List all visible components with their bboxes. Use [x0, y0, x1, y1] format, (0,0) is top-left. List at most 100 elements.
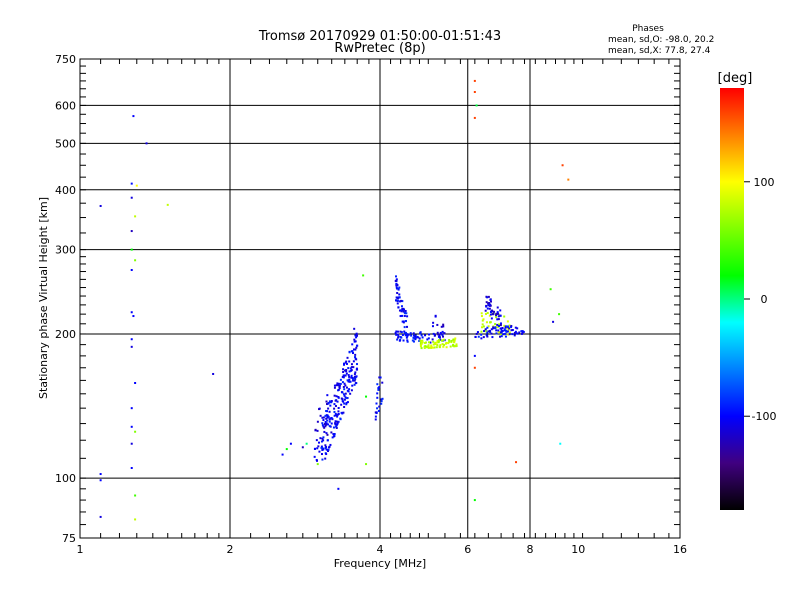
colorbar	[720, 88, 744, 510]
data-point	[507, 333, 510, 336]
data-point	[435, 346, 438, 349]
data-point	[494, 327, 497, 330]
data-point	[421, 336, 424, 339]
data-point	[508, 324, 511, 327]
data-point	[476, 331, 479, 334]
data-point	[497, 330, 500, 333]
data-point	[490, 300, 493, 303]
data-point	[354, 371, 357, 374]
data-point	[316, 420, 319, 423]
data-point	[401, 333, 404, 336]
data-point	[353, 373, 356, 376]
data-point	[424, 341, 427, 344]
data-point	[320, 445, 323, 448]
data-point	[396, 330, 399, 333]
data-point	[342, 393, 345, 396]
data-point	[485, 312, 488, 315]
data-point	[430, 344, 433, 347]
data-point	[353, 375, 356, 378]
data-point	[500, 322, 503, 325]
data-point	[518, 331, 521, 334]
data-point	[348, 351, 351, 354]
data-point	[432, 340, 435, 343]
data-point	[333, 432, 336, 435]
data-point	[324, 414, 327, 417]
data-point	[396, 287, 399, 290]
data-point	[345, 386, 348, 389]
data-point	[305, 442, 308, 445]
data-point	[345, 401, 348, 404]
data-point	[490, 332, 493, 335]
data-point	[353, 377, 356, 380]
data-point	[499, 314, 502, 317]
data-point	[567, 178, 570, 181]
data-point	[420, 342, 423, 345]
data-point	[377, 388, 380, 391]
data-point	[330, 422, 333, 425]
data-point	[335, 414, 338, 417]
data-point	[338, 387, 341, 390]
data-point	[325, 414, 328, 417]
data-point	[397, 306, 400, 309]
data-point	[399, 315, 402, 318]
data-point	[453, 338, 456, 341]
data-point	[499, 333, 502, 336]
data-point	[486, 312, 489, 315]
data-point	[318, 441, 321, 444]
data-point	[486, 296, 489, 299]
data-point	[492, 325, 495, 328]
data-point	[432, 332, 435, 335]
data-point	[352, 378, 355, 381]
data-point	[431, 325, 434, 328]
data-point	[401, 320, 404, 323]
colorbar-tick-label: -100	[752, 410, 777, 423]
data-point	[325, 417, 328, 420]
data-point	[488, 314, 491, 317]
data-point	[473, 499, 476, 502]
data-point	[134, 518, 137, 521]
data-point	[353, 348, 356, 351]
data-point	[130, 230, 133, 233]
data-point	[429, 341, 432, 344]
colorbar-tick-label: 100	[754, 176, 775, 189]
data-point	[99, 473, 102, 476]
data-point	[348, 378, 351, 381]
data-point	[376, 407, 379, 410]
data-point	[345, 403, 348, 406]
data-point	[455, 345, 458, 348]
data-point	[328, 425, 331, 428]
y-axis-label: Stationary phase Virtual Height [km]	[37, 197, 50, 399]
data-point	[485, 321, 488, 324]
data-point	[495, 314, 498, 317]
data-point	[421, 339, 424, 342]
data-point	[405, 336, 408, 339]
data-point	[488, 307, 491, 310]
data-point	[404, 309, 407, 312]
data-point	[325, 423, 328, 426]
data-point	[352, 379, 355, 382]
data-point	[334, 399, 337, 402]
data-point	[442, 345, 445, 348]
data-point	[354, 334, 357, 337]
data-point	[398, 339, 401, 342]
data-point	[441, 334, 444, 337]
data-point	[405, 312, 408, 315]
data-point	[321, 416, 324, 419]
data-point	[490, 317, 493, 320]
data-point	[495, 332, 498, 335]
chart-subtitle: RwPretec (8p)	[334, 41, 425, 56]
data-point	[521, 331, 524, 334]
data-point	[326, 394, 329, 397]
data-point	[345, 370, 348, 373]
data-point	[318, 407, 321, 410]
data-point	[487, 325, 490, 328]
data-point	[497, 329, 500, 332]
data-point	[340, 397, 343, 400]
data-point	[445, 346, 448, 349]
data-point	[490, 328, 493, 331]
data-point	[486, 334, 489, 337]
data-point	[326, 450, 329, 453]
data-point	[134, 381, 137, 384]
data-point	[508, 331, 511, 334]
